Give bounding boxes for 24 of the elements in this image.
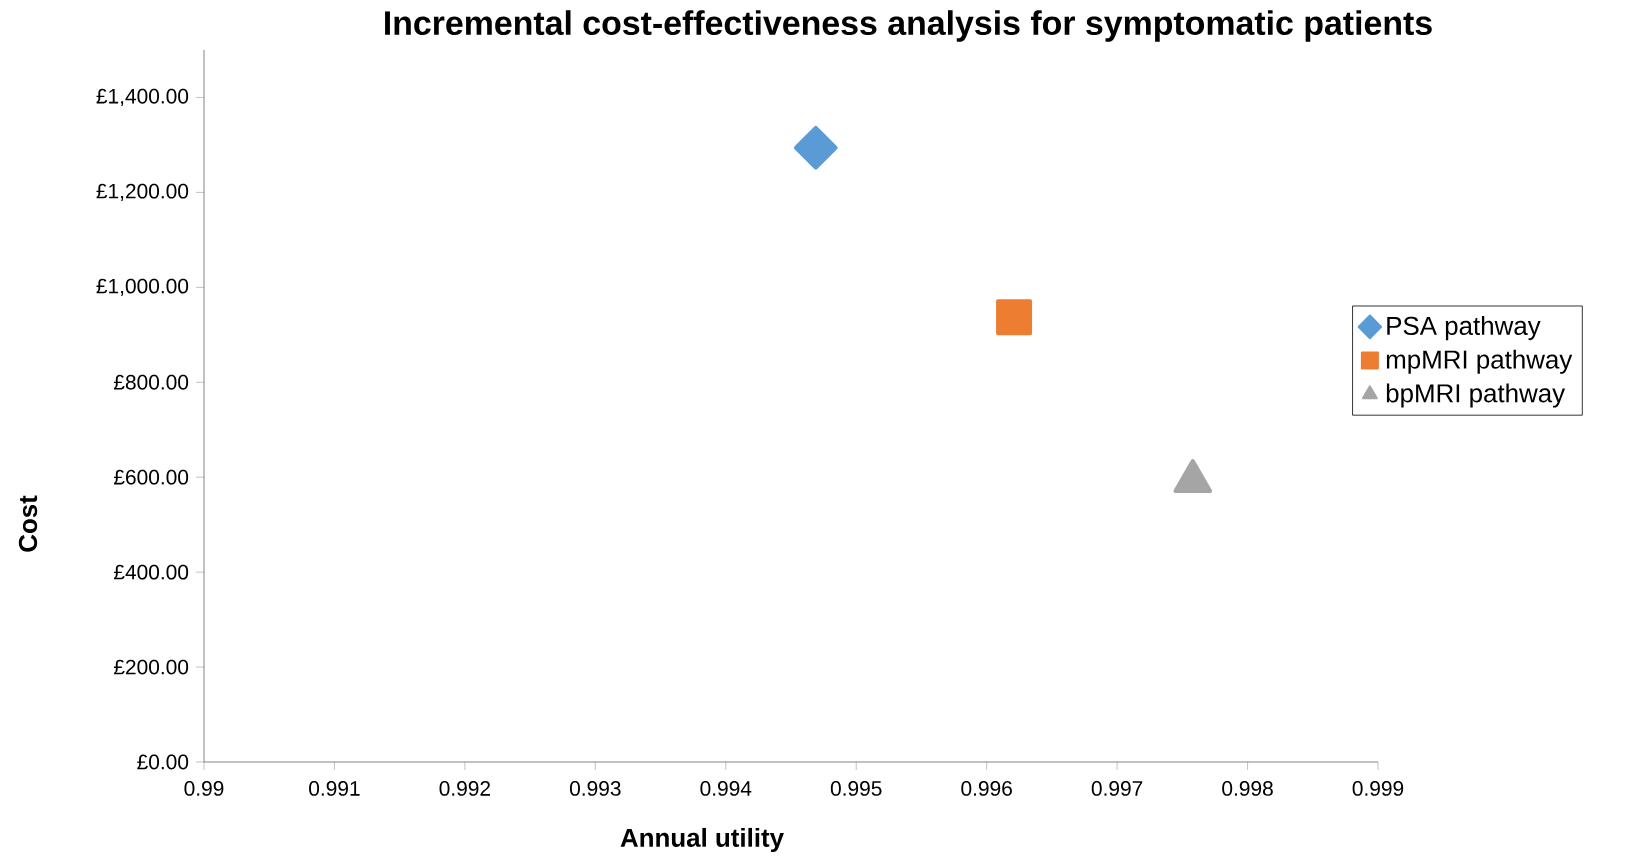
x-tick-label: 0.993 (569, 781, 621, 796)
y-axis-title: Cost (18, 495, 38, 552)
x-axis-title: Annual utility (620, 827, 784, 853)
y-tick-label: £400.00 (113, 564, 189, 580)
chart-title: Incremental cost-effectiveness analysis for symptomatic patients (385, 10, 1432, 42)
y-tick-label: £1,400.00 (96, 88, 189, 107)
y-tick-label: £1,200.00 (96, 183, 189, 202)
x-tick-label: 0.998 (1222, 781, 1273, 796)
x-tick-label: 0.994 (700, 781, 752, 796)
x-tick-label: 0.99 (184, 781, 224, 796)
x-tick-label: 0.992 (439, 781, 490, 796)
x-tick-label: 0.996 (961, 781, 1012, 796)
y-tick-label: £600.00 (113, 469, 189, 485)
legend-label: bpMRI pathway (1386, 383, 1566, 408)
legend-label: mpMRI pathway (1386, 349, 1573, 374)
y-tick-label: £200.00 (113, 659, 189, 675)
x-tick-label: 0.991 (309, 781, 360, 796)
x-tick-label: 0.997 (1091, 781, 1143, 796)
y-tick-label: £800.00 (113, 374, 189, 390)
x-tick-label: 0.999 (1352, 781, 1404, 796)
y-tick-label: £0.00 (137, 754, 189, 770)
legend-label: PSA pathway (1387, 315, 1541, 341)
x-tick-label: 0.995 (830, 781, 882, 796)
y-tick-label: £1,000.00 (96, 278, 189, 296)
